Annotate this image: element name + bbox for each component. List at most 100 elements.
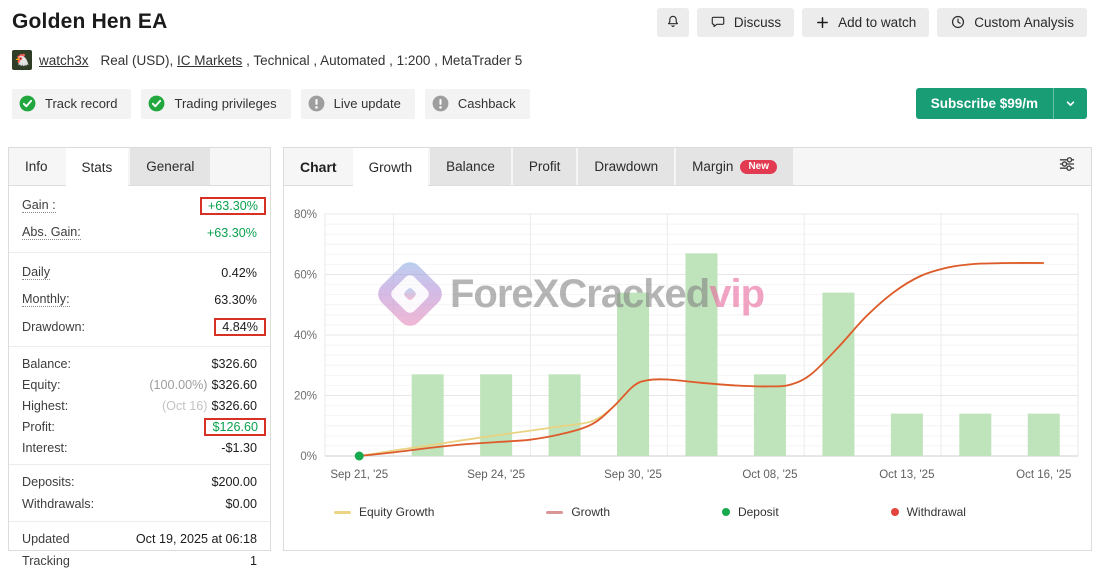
tab-margin[interactable]: Margin New [676,148,793,185]
stat-label[interactable]: Monthly: [22,292,70,307]
header-actions: Discuss Add to watch Custom Analysis [656,7,1087,37]
add-to-watch-button[interactable]: Add to watch [802,7,930,37]
badge-live-update[interactable]: Live update [300,88,415,119]
tab-info[interactable]: Info [9,148,64,185]
stat-value-group: -$1.30 [221,441,257,455]
stat-label: Deposits: [22,475,75,489]
x-axis-tick-label: Sep 30, '25 [604,469,662,481]
account-desc-post: , Technical , Automated , 1:200 , MetaTr… [242,52,523,68]
tab-profit[interactable]: Profit [512,148,577,185]
x-axis-tick-label: Oct 16, '25 [1016,469,1071,481]
account-desc-pre: Real (USD), [100,52,178,68]
stats-group-2: Balance: $326.60 Equity: (100.00%) $326.60 Hi… [9,346,270,464]
broker-link[interactable]: IC Markets [177,52,243,68]
account-description: Real (USD), IC Markets , Technical , Aut… [101,53,523,68]
stat-value-group: +63.30% [207,226,257,240]
tab-label: Info [25,159,48,174]
stat-value: $326.60 [211,398,257,413]
tab-label: Growth [368,159,413,175]
stat-label[interactable]: Abs. Gain: [22,225,81,240]
stat-value-group: $200.00 [211,475,257,489]
chart-settings-button[interactable] [1043,148,1091,185]
badge-label: Cashback [457,96,516,111]
stat-row-withdrawals: Withdrawals: $0.00 [22,493,257,515]
badge-trading-privileges[interactable]: Trading privileges [141,88,291,119]
chart-panel-tabs: Chart Growth Balance Profit Drawdown Margin N… [284,148,1091,186]
y-axis-tick-label: 20% [294,391,317,403]
chevron-down-icon[interactable] [1053,88,1087,119]
stat-value: -$1.30 [221,440,257,455]
tab-drawdown[interactable]: Drawdown [578,148,675,185]
tab-general[interactable]: General [130,148,211,185]
growth-bar[interactable] [617,292,650,456]
custom-analysis-button[interactable]: Custom Analysis [937,7,1087,37]
tab-balance[interactable]: Balance [430,148,511,185]
stat-row-tracking: Tracking 1 [22,550,257,572]
stat-label: Drawdown: [22,319,85,334]
tab-stats[interactable]: Stats [65,148,129,186]
series-line-growth[interactable] [359,262,1044,457]
y-axis-tick-label: 80% [294,209,317,221]
stat-value-prefix: (100.00%) [149,377,208,392]
notifications-button[interactable] [656,7,689,37]
badge-cashback[interactable]: Cashback [424,88,530,119]
growth-bar[interactable] [890,413,923,456]
stat-row-abs-gain: Abs. Gain: +63.30% [22,219,257,246]
stat-label[interactable]: Daily [22,265,50,280]
stat-value: +63.30% [206,225,257,240]
account-avatar[interactable]: 🐔 [12,50,32,70]
badge-label: Trading privileges [174,96,277,111]
y-axis-tick-label: 40% [294,330,317,342]
chart-panel: Chart Growth Balance Profit Drawdown Margin N… [283,147,1092,551]
highlighted-stat-value: 4.84% [214,317,266,336]
stat-row-equity: Equity: (100.00%) $326.60 [22,374,257,395]
badges-row: Track record Trading privileges Live updat… [12,88,1087,119]
legend-item-withdrawal[interactable]: Withdrawal [890,505,966,519]
x-axis-tick-label: Sep 24, '25 [467,469,525,481]
legend-item-deposit[interactable]: Deposit [721,505,779,519]
account-username-link[interactable]: watch3x [39,52,89,68]
growth-bar[interactable] [411,374,444,456]
stat-row-gain: Gain : +63.30% [22,192,266,219]
growth-bar[interactable] [1027,413,1060,456]
stat-row-monthly: Monthly: 63.30% [22,286,257,313]
subscribe-button[interactable]: Subscribe $99/m [915,88,1087,119]
growth-bar[interactable] [822,292,855,456]
legend-label: Equity Growth [359,505,435,519]
growth-bar[interactable] [753,374,786,456]
stat-label: Withdrawals: [22,497,95,511]
stat-row-daily: Daily 0.42% [22,259,257,286]
legend-dot-swatch [890,508,899,516]
stat-label: Updated [22,532,70,546]
comment-icon [710,14,726,30]
account-row: 🐔 watch3x Real (USD), IC Markets , Techn… [12,49,522,71]
chart-tabs-group: Growth Balance Profit Drawdown Margin New [352,148,795,186]
filter-icon [1057,154,1077,179]
stat-value-group: 1 [250,554,257,568]
custom-analysis-label: Custom Analysis [974,14,1074,30]
stat-value: 1 [249,554,257,568]
stat-value: 0.42% [221,265,257,280]
legend-item-equity-growth[interactable]: Equity Growth [334,505,434,519]
stat-label[interactable]: Gain : [22,198,56,213]
discuss-button[interactable]: Discuss [696,7,795,37]
stat-value-prefix: (Oct 16) [161,398,208,413]
growth-bar[interactable] [959,413,992,456]
growth-chart: 0% 20% 40% 60% 80% Sep 21, '25 Sep 24, '25 Sep … [284,186,1091,493]
deposit-marker[interactable] [354,451,364,461]
growth-bar[interactable] [685,253,718,456]
tab-growth[interactable]: Growth [352,148,429,186]
header-row: Golden Hen EA Discuss [12,6,1087,38]
legend-item-growth[interactable]: Growth [546,505,610,519]
check-circle-icon [18,94,37,113]
legend-label: Withdrawal [906,505,966,519]
page-title: Golden Hen EA [12,10,168,33]
growth-bar[interactable] [548,374,581,456]
stat-value-group: $326.60 [211,357,257,371]
stats-panel-tabs: Info Stats General [9,148,270,186]
stat-value: $326.60 [211,356,257,371]
stat-label: Equity: [22,377,61,392]
growth-bar[interactable] [480,374,513,456]
tab-label: Stats [81,159,113,175]
badge-track-record[interactable]: Track record [12,88,132,119]
